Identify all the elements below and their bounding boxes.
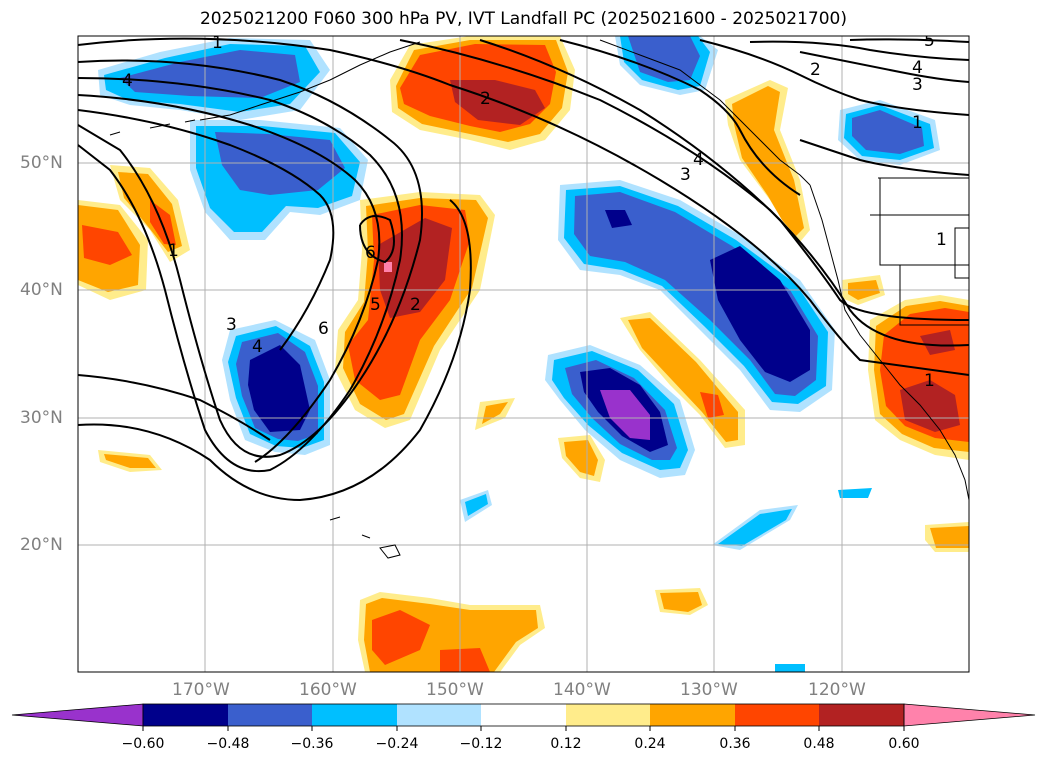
contour-label: 5 bbox=[370, 295, 381, 315]
colorbar-swatch bbox=[566, 704, 650, 726]
contour-label: 4 bbox=[693, 150, 704, 170]
lon-label: 130°W bbox=[680, 680, 738, 700]
colorbar-tick-label: 0.24 bbox=[634, 736, 666, 752]
pv-anomaly-shading bbox=[78, 36, 969, 672]
lon-label: 170°W bbox=[172, 680, 230, 700]
map-plot-area: 1 4 2 5 4 3 1 2 3 4 1 6 5 2 6 3 4 1 1 bbox=[78, 31, 969, 672]
colorbar-swatch bbox=[397, 704, 481, 726]
contour-label: 1 bbox=[168, 241, 179, 261]
contour-label: 2 bbox=[480, 89, 491, 109]
lat-label: 50°N bbox=[20, 153, 63, 173]
contour-label: 5 bbox=[924, 31, 935, 51]
colorbar bbox=[11, 703, 1036, 731]
coastlines bbox=[109, 39, 969, 559]
contour-labels: 1 4 2 5 4 3 1 2 3 4 1 6 5 2 6 3 4 1 1 bbox=[122, 31, 947, 391]
lon-label: 120°W bbox=[808, 680, 866, 700]
contour-label: 4 bbox=[122, 71, 133, 91]
contour-label: 2 bbox=[410, 295, 421, 315]
contour-label: 4 bbox=[912, 58, 923, 78]
colorbar-extend-low bbox=[11, 703, 144, 727]
colorbar-tick-label: 0.48 bbox=[803, 736, 835, 752]
colorbar-tick-label: 0.12 bbox=[550, 736, 582, 752]
pv-contours bbox=[78, 37, 969, 502]
colorbar-tick-label: 0.60 bbox=[888, 736, 920, 752]
contour-label: 6 bbox=[365, 243, 376, 263]
colorbar-swatch bbox=[650, 704, 735, 726]
contour-label: 1 bbox=[912, 113, 923, 133]
lat-lon-gridlines bbox=[78, 36, 969, 672]
contour-label: 3 bbox=[226, 315, 237, 335]
colorbar-tick-label: 0.36 bbox=[719, 736, 751, 752]
colorbar-tick-label: −0.12 bbox=[459, 736, 503, 752]
contour-label: 2 bbox=[810, 60, 821, 80]
lat-label: 40°N bbox=[20, 280, 63, 300]
colorbar-tick-label: −0.24 bbox=[375, 736, 419, 752]
contour-label: 1 bbox=[924, 371, 935, 391]
colorbar-swatch bbox=[819, 704, 904, 726]
contour-label: 1 bbox=[212, 33, 223, 53]
colorbar-tick-label: −0.36 bbox=[290, 736, 334, 752]
lat-label: 20°N bbox=[20, 535, 63, 555]
colorbar-swatch bbox=[735, 704, 819, 726]
lon-label: 160°W bbox=[299, 680, 357, 700]
contour-label: 6 bbox=[318, 319, 329, 339]
map-title: 2025021200 F060 300 hPa PV, IVT Landfall… bbox=[199, 9, 847, 29]
map-frame bbox=[77, 35, 970, 673]
colorbar-swatch bbox=[143, 704, 228, 726]
contour-label: 4 bbox=[252, 337, 263, 357]
contour-label: 1 bbox=[936, 230, 947, 250]
colorbar-tick-label: −0.48 bbox=[206, 736, 250, 752]
contour-label: 3 bbox=[912, 75, 923, 95]
colorbar-extend-high bbox=[903, 703, 1036, 727]
lat-label: 30°N bbox=[20, 408, 63, 428]
colorbar-swatch bbox=[228, 704, 312, 726]
lon-label: 150°W bbox=[426, 680, 484, 700]
contour-label: 3 bbox=[680, 165, 691, 185]
colorbar-tick-label: −0.60 bbox=[121, 736, 165, 752]
colorbar-swatch bbox=[481, 704, 566, 726]
colorbar-swatch bbox=[312, 704, 397, 726]
lon-label: 140°W bbox=[553, 680, 611, 700]
